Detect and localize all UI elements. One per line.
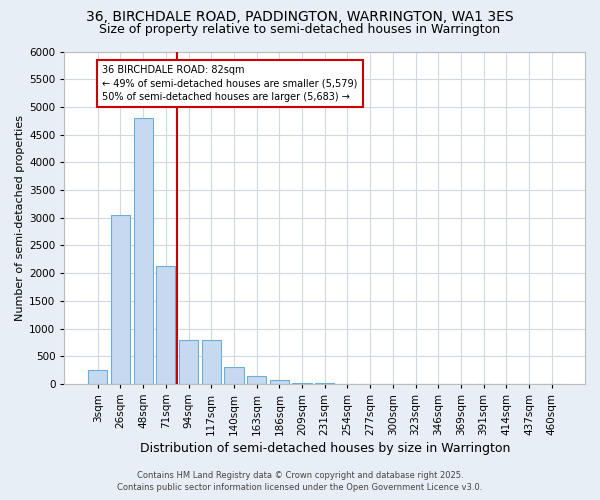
Bar bbox=[269, 380, 289, 384]
Bar bbox=[202, 340, 221, 384]
Bar bbox=[156, 266, 175, 384]
Bar bbox=[134, 118, 153, 384]
Text: 36 BIRCHDALE ROAD: 82sqm
← 49% of semi-detached houses are smaller (5,579)
50% o: 36 BIRCHDALE ROAD: 82sqm ← 49% of semi-d… bbox=[102, 66, 358, 102]
Bar bbox=[179, 340, 198, 384]
Text: Size of property relative to semi-detached houses in Warrington: Size of property relative to semi-detach… bbox=[100, 22, 500, 36]
Bar bbox=[247, 376, 266, 384]
Bar bbox=[224, 366, 244, 384]
X-axis label: Distribution of semi-detached houses by size in Warrington: Distribution of semi-detached houses by … bbox=[140, 442, 510, 455]
Text: Contains HM Land Registry data © Crown copyright and database right 2025.
Contai: Contains HM Land Registry data © Crown c… bbox=[118, 471, 482, 492]
Y-axis label: Number of semi-detached properties: Number of semi-detached properties bbox=[15, 114, 25, 320]
Bar bbox=[88, 370, 107, 384]
Bar bbox=[292, 383, 311, 384]
Text: 36, BIRCHDALE ROAD, PADDINGTON, WARRINGTON, WA1 3ES: 36, BIRCHDALE ROAD, PADDINGTON, WARRINGT… bbox=[86, 10, 514, 24]
Bar bbox=[111, 215, 130, 384]
